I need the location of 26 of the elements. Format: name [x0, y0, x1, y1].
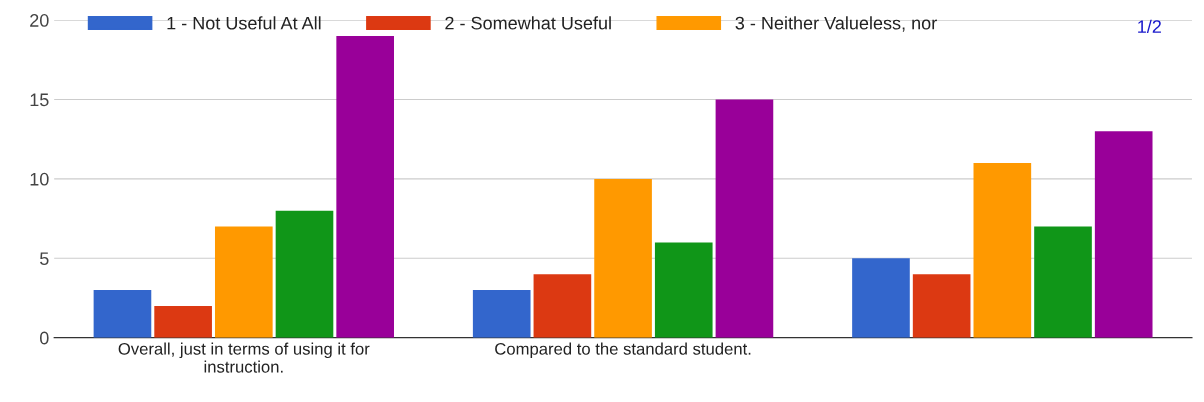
- bar: [912, 274, 971, 338]
- bar: [1094, 131, 1153, 338]
- bar: [852, 258, 910, 338]
- bar: [973, 163, 1032, 338]
- y-tick-label: 10: [30, 172, 49, 186]
- annotation: 1/2: [1138, 19, 1161, 33]
- y-tick-label: 15: [30, 93, 49, 107]
- bar: [93, 290, 152, 338]
- bar: [154, 305, 212, 338]
- x-tick-label: Compared to the standard student.: [495, 342, 751, 359]
- y-tick-label: 5: [40, 252, 49, 266]
- bar: [715, 99, 774, 338]
- y-tick-label: 0: [39, 331, 49, 345]
- bar: [594, 178, 652, 338]
- legend-label: 1 - Not Useful At All: [167, 16, 321, 30]
- bar: [214, 226, 273, 338]
- legend-label: 2 - Somewhat Useful: [445, 16, 611, 30]
- bar: [533, 274, 592, 338]
- bar: [654, 242, 713, 338]
- bar: [1034, 226, 1092, 338]
- x-tick-label: Overall, just in terms of using it for instruction.: [118, 342, 370, 373]
- bar: [336, 35, 394, 338]
- y-tick-label: 20: [30, 14, 49, 27]
- legend-label: 3 - Neither Valueless, nor: [735, 16, 937, 32]
- bar: [275, 210, 334, 338]
- bar: [472, 290, 531, 338]
